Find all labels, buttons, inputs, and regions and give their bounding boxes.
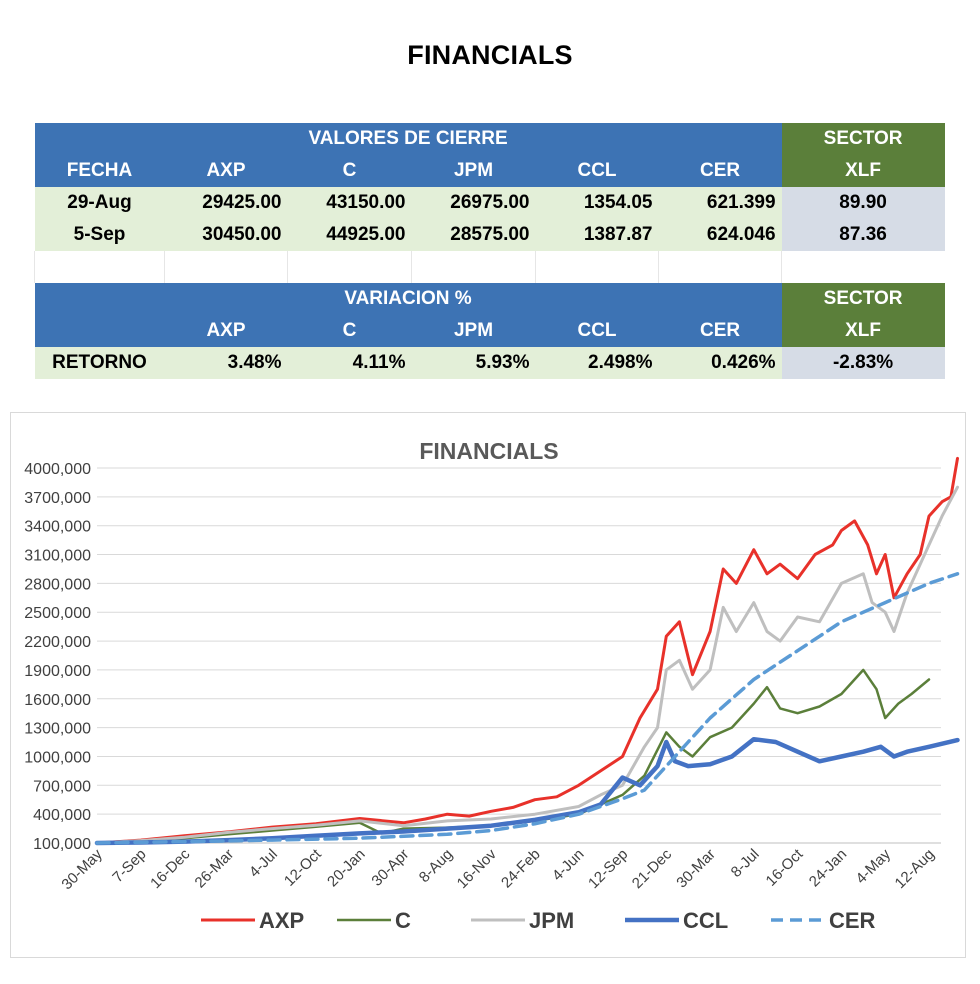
x-tick-label: 12-Aug	[892, 846, 938, 892]
table-cell: 624.046	[658, 219, 782, 251]
table-cell: 26975.00	[411, 187, 536, 219]
x-tick-label: 24-Feb	[498, 846, 544, 892]
table-cell: -2.83%	[781, 347, 945, 379]
column-header: CCL	[535, 155, 659, 187]
column-header: JPM	[411, 315, 536, 347]
table-cell: 5-Sep	[34, 219, 165, 251]
column-header: XLF	[781, 155, 945, 187]
table-cell: 29425.00	[164, 187, 288, 219]
x-tick-label: 4-May	[853, 845, 895, 887]
table-row-return: RETORNO 3.48% 4.11% 5.93% 2.498% 0.426% …	[34, 347, 945, 379]
table-cell: 87.36	[781, 219, 945, 251]
x-tick-label: 20-Jan	[324, 846, 368, 890]
legend-label-axp: AXP	[259, 908, 304, 933]
table-cell: 30450.00	[164, 219, 288, 251]
column-header: C	[287, 155, 412, 187]
x-tick-label: 30-Apr	[368, 846, 412, 890]
y-tick-label: 1600,000	[24, 692, 91, 709]
table-cell: RETORNO	[34, 347, 165, 379]
table-column-header-row: AXP C JPM CCL CER XLF	[34, 315, 945, 347]
legend-label-ccl: CCL	[683, 908, 728, 933]
chart-canvas: FINANCIALS 100,000 400,000 700,000 1000,000 1…	[24, 438, 960, 933]
x-tick-label: 30-Mar	[673, 846, 719, 892]
series-line-c	[95, 668, 931, 845]
table-cell: 89.90	[781, 187, 945, 219]
x-tick-label: 16-Oct	[763, 845, 807, 889]
table-cell: 0.426%	[658, 347, 782, 379]
table-cell: 3.48%	[164, 347, 288, 379]
page-title: FINANCIALS	[407, 40, 573, 70]
table-cell: 621.399	[658, 187, 782, 219]
y-tick-label: 2500,000	[24, 605, 91, 622]
column-header: CER	[658, 315, 782, 347]
series-line-axp	[95, 456, 959, 845]
x-tick-label: 16-Dec	[147, 845, 194, 892]
y-tick-label: 3700,000	[24, 490, 91, 507]
y-tick-label: 3400,000	[24, 519, 91, 536]
y-tick-label: 2800,000	[24, 576, 91, 593]
x-tick-label: 21-Dec	[629, 845, 676, 892]
closing-values-table: VALORES DE CIERRE SECTOR FECHA AXP C JPM…	[34, 123, 945, 379]
sector-header: SECTOR	[781, 123, 945, 155]
table-cell: 44925.00	[287, 219, 412, 251]
table-cell: 43150.00	[287, 187, 412, 219]
x-tick-label: 7-Sep	[109, 846, 149, 886]
table-cell: 1387.87	[535, 219, 659, 251]
x-tick-label: 4-Jul	[246, 846, 281, 881]
table-spacer-row	[34, 251, 945, 283]
column-header: CER	[658, 155, 782, 187]
column-header: CCL	[535, 315, 659, 347]
y-tick-label: 100,000	[33, 836, 91, 853]
group-header-variation: VARIACION %	[34, 283, 782, 315]
x-tick-label: 26-Mar	[192, 846, 238, 892]
column-header: XLF	[781, 315, 945, 347]
column-header: FECHA	[34, 155, 165, 187]
x-tick-label: 24-Jan	[806, 846, 850, 890]
y-tick-label: 3100,000	[24, 548, 91, 565]
x-tick-label: 4-Jun	[549, 846, 588, 885]
table-cell: 28575.00	[411, 219, 536, 251]
x-tick-label: 16-Nov	[454, 845, 501, 892]
table-row: 29-Aug 29425.00 43150.00 26975.00 1354.0…	[34, 187, 945, 219]
table-group-header-row: VARIACION % SECTOR	[34, 283, 945, 315]
table-cell: 5.93%	[411, 347, 536, 379]
column-header	[34, 315, 165, 347]
x-tick-label: 12-Sep	[585, 846, 631, 892]
table-cell: 29-Aug	[34, 187, 165, 219]
y-tick-label: 400,000	[33, 807, 91, 824]
x-tick-label: 8-Jul	[728, 846, 763, 881]
column-header: C	[287, 315, 412, 347]
series-line-ccl	[94, 736, 960, 846]
legend-label-cer: CER	[829, 908, 876, 933]
y-tick-label: 1000,000	[24, 749, 91, 766]
table-row: 5-Sep 30450.00 44925.00 28575.00 1387.87…	[34, 219, 945, 251]
series-line-cer	[95, 572, 960, 845]
y-tick-label: 700,000	[33, 778, 91, 795]
column-header: AXP	[164, 155, 288, 187]
chart-title: FINANCIALS	[419, 438, 558, 464]
line-chart: FINANCIALS 100,000 400,000 700,000 1000,000 1…	[10, 412, 966, 958]
y-tick-label: 1900,000	[24, 663, 91, 680]
table-cell: 1354.05	[535, 187, 659, 219]
table-cell: 2.498%	[535, 347, 659, 379]
table-cell: 4.11%	[287, 347, 412, 379]
legend-label-jpm: JPM	[529, 908, 574, 933]
x-tick-label: 12-Oct	[281, 845, 325, 889]
series-line-jpm	[95, 485, 959, 845]
y-tick-label: 4000,000	[24, 461, 91, 478]
y-tick-label: 2200,000	[24, 634, 91, 651]
column-header: AXP	[164, 315, 288, 347]
y-tick-label: 1300,000	[24, 721, 91, 738]
x-tick-label: 8-Aug	[416, 846, 456, 886]
group-header-closing-values: VALORES DE CIERRE	[34, 123, 782, 155]
legend-label-c: C	[395, 908, 411, 933]
sector-header: SECTOR	[781, 283, 945, 315]
column-header: JPM	[411, 155, 536, 187]
table-column-header-row: FECHA AXP C JPM CCL CER XLF	[34, 155, 945, 187]
table-group-header-row: VALORES DE CIERRE SECTOR	[34, 123, 945, 155]
